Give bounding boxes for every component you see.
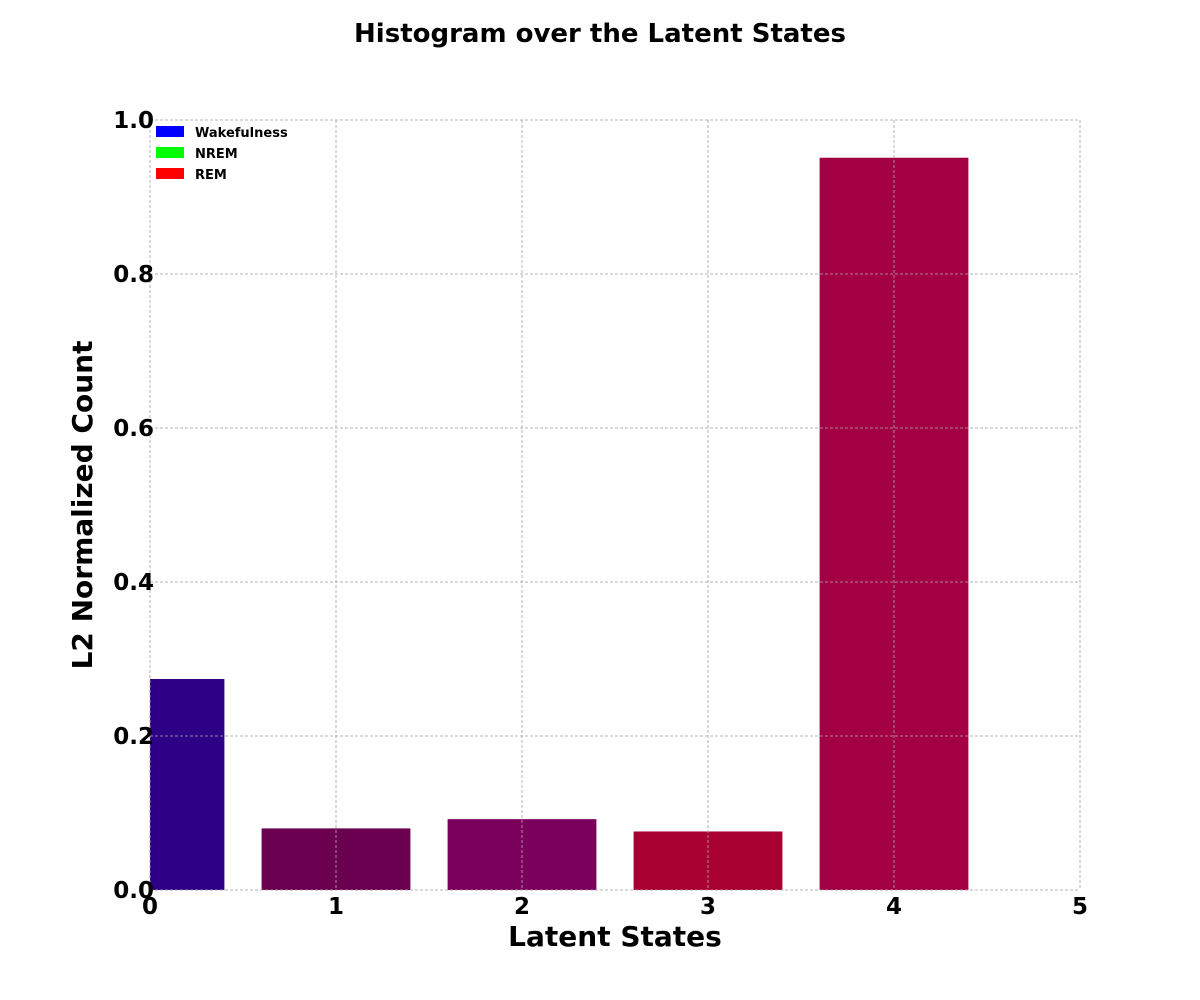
x-tick-label: 0	[142, 894, 158, 920]
y-axis-label: L2 Normalized Count	[66, 341, 99, 670]
legend-label-nrem: NREM	[195, 147, 238, 162]
x-tick-label: 1	[328, 894, 344, 920]
chart-title: Histogram over the Latent States	[354, 19, 846, 49]
x-tick-labels: 0 1 2 3 4 5	[142, 894, 1088, 920]
legend-swatch-rem	[156, 168, 184, 179]
legend-swatch-wakefulness	[156, 126, 184, 137]
bar-latent-state-0	[150, 679, 225, 890]
y-tick-label: 0.6	[113, 416, 154, 442]
legend-label-rem: REM	[195, 168, 227, 183]
y-tick-label: 1.0	[113, 108, 154, 134]
x-axis-label: Latent States	[508, 920, 722, 953]
y-tick-label: 0.2	[113, 724, 154, 750]
bars	[150, 157, 969, 891]
y-tick-label: 0.4	[113, 570, 154, 596]
y-tick-label: 0.0	[113, 878, 154, 904]
legend: Wakefulness NREM REM	[156, 126, 288, 183]
legend-swatch-nrem	[156, 147, 184, 158]
x-tick-label: 4	[886, 894, 902, 920]
grid-lines-overlay	[149, 119, 1081, 891]
bar-latent-state-1	[261, 828, 411, 890]
legend-label-wakefulness: Wakefulness	[195, 126, 288, 141]
x-tick-label: 5	[1072, 894, 1088, 920]
y-tick-label: 0.8	[113, 262, 154, 288]
y-tick-labels: 0.0 0.2 0.4 0.6 0.8 1.0	[113, 108, 154, 904]
x-tick-label: 2	[514, 894, 530, 920]
x-tick-label: 3	[700, 894, 716, 920]
bar-latent-state-2	[447, 819, 597, 890]
